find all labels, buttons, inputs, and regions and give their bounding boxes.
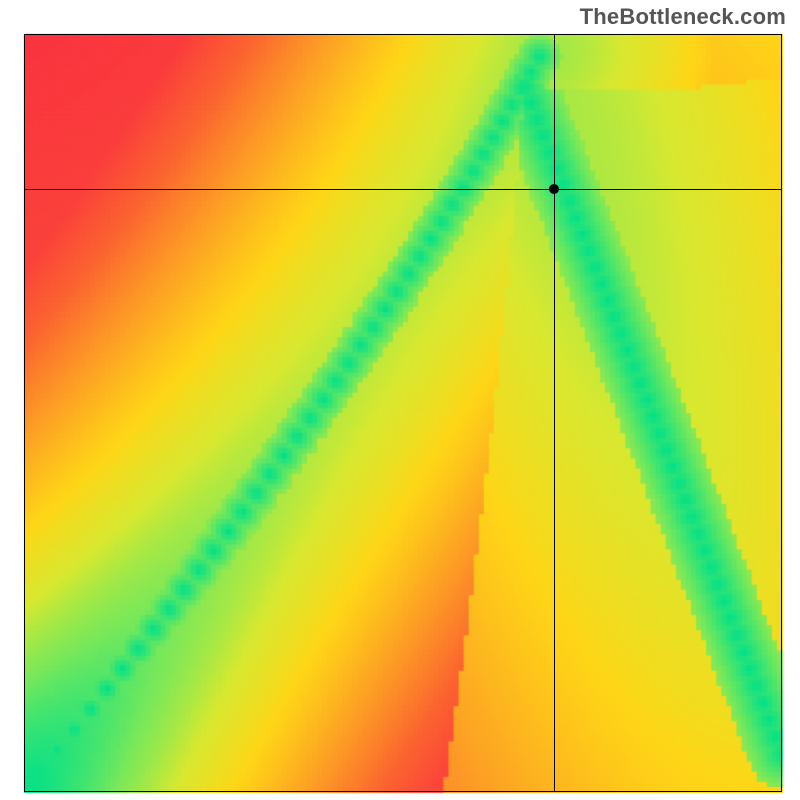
crosshair-marker: [549, 184, 559, 194]
watermark-text: TheBottleneck.com: [580, 4, 786, 30]
crosshair-horizontal: [24, 189, 782, 190]
chart-frame: [24, 34, 782, 792]
crosshair-vertical: [554, 34, 555, 792]
